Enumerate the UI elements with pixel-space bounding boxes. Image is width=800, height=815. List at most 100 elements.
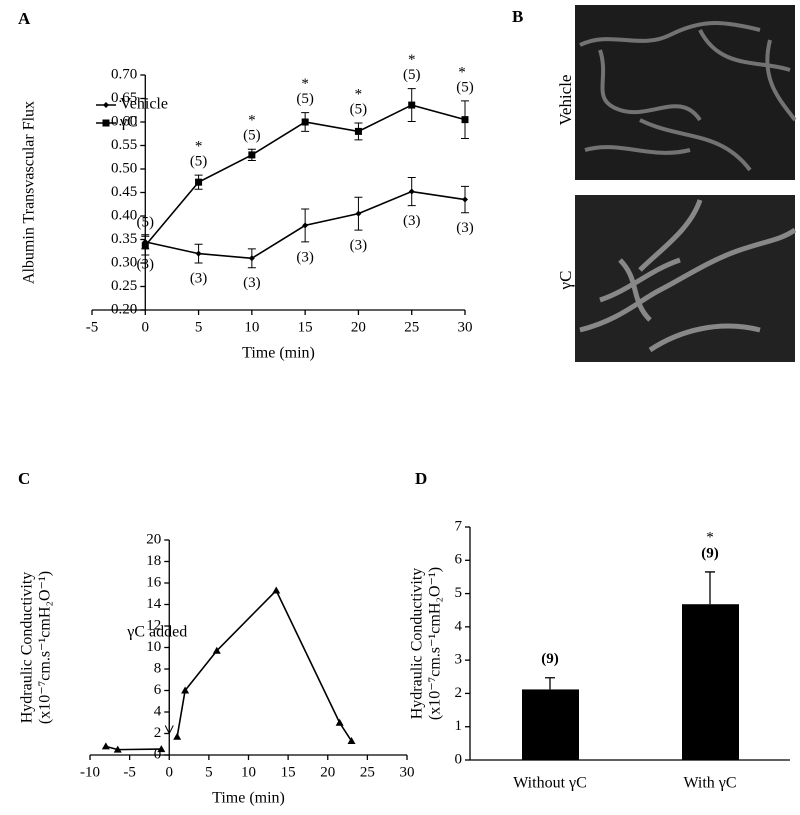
y-tick-label: 0.40	[111, 207, 137, 223]
y-tick-label: 0.30	[111, 254, 137, 270]
y-tick-label: 0.25	[111, 278, 137, 294]
error-bar	[545, 677, 555, 690]
significance: *	[195, 139, 203, 155]
marker	[157, 745, 166, 753]
x-axis-label: Time (min)	[212, 790, 285, 807]
x-tick-label: Without γC	[513, 775, 587, 792]
x-tick-label: 25	[404, 319, 419, 335]
x-tick-label: 15	[281, 764, 296, 780]
significance: *	[248, 113, 256, 129]
x-tick-label: 15	[298, 319, 313, 335]
vessels	[579, 199, 797, 353]
n-label: (3)	[350, 238, 368, 254]
marker	[173, 732, 182, 740]
marker	[195, 178, 203, 186]
n-label: (5)	[137, 215, 155, 231]
marker	[101, 742, 110, 750]
marker	[408, 188, 415, 195]
y-tick-label: 4	[154, 703, 162, 719]
y-tick-label: 0	[154, 746, 162, 762]
y-tick-label: 0.65	[111, 90, 137, 106]
panel-label: D	[415, 469, 427, 488]
marker	[113, 745, 122, 753]
n-label: (9)	[541, 651, 559, 667]
n-label: (3)	[403, 213, 421, 229]
legend-label: γC	[119, 114, 138, 131]
significance: *	[408, 52, 416, 68]
marker	[355, 210, 362, 217]
y-axis-label: (x10⁻⁷cm.s⁻¹cmH₂O⁻¹)	[37, 571, 54, 724]
x-tick-label: 20	[351, 319, 366, 335]
y-tick-label: 12	[146, 617, 161, 633]
marker	[335, 718, 344, 726]
n-label: (5)	[243, 128, 261, 144]
marker	[103, 102, 109, 108]
marker	[347, 737, 356, 745]
y-axis-label: Hydraulic Conductivity	[19, 572, 36, 724]
marker	[302, 222, 309, 229]
x-tick-label: With γC	[683, 775, 736, 792]
y-tick-label: 0.55	[111, 137, 137, 153]
y-tick-label: 1	[455, 718, 463, 734]
marker	[195, 250, 202, 257]
y-tick-label: 7	[455, 518, 463, 534]
y-tick-label: 16	[146, 574, 162, 590]
y-tick-label: 0.45	[111, 184, 137, 200]
panel-label: A	[18, 9, 31, 28]
y-axis-label: Hydraulic Conductivity	[409, 568, 426, 720]
y-tick-label: 2	[154, 725, 162, 741]
marker	[212, 646, 221, 654]
x-tick-label: 5	[195, 319, 203, 335]
significance: *	[301, 76, 309, 92]
marker	[248, 255, 255, 262]
n-label: (3)	[190, 270, 208, 286]
significance: *	[706, 529, 714, 545]
y-tick-label: 5	[455, 585, 463, 601]
x-tick-label: 0	[142, 319, 150, 335]
n-label: (5)	[350, 101, 368, 117]
n-label: (5)	[403, 67, 421, 83]
marker	[102, 119, 110, 127]
micrograph	[575, 5, 797, 362]
significance: *	[355, 86, 363, 102]
y-tick-label: 6	[455, 552, 463, 568]
x-axis-label: Time (min)	[242, 345, 315, 362]
image-label: Vehicle	[556, 75, 575, 126]
y-tick-label: 0.50	[111, 160, 137, 176]
marker	[141, 242, 149, 250]
y-tick-label: 14	[146, 596, 162, 612]
y-tick-label: 8	[154, 660, 162, 676]
annotation-arrow	[164, 645, 174, 735]
significance: *	[458, 64, 466, 80]
x-tick-label: 25	[360, 764, 375, 780]
marker	[248, 151, 256, 159]
y-tick-label: 0.60	[111, 113, 137, 129]
y-axis-label: (x10⁻⁷cm.s⁻¹cmH₂O⁻¹)	[427, 567, 444, 720]
n-label: (5)	[190, 154, 208, 170]
error-bar	[705, 571, 715, 605]
legend-label: Vehicle	[120, 96, 168, 113]
n-label: (3)	[137, 256, 155, 272]
y-tick-label: 4	[455, 618, 463, 634]
bar	[682, 604, 739, 760]
x-tick-label: 20	[320, 764, 335, 780]
panel-label: B	[512, 7, 523, 26]
image-label: γC	[556, 271, 575, 291]
annotation: γC added	[126, 624, 187, 641]
n-label: (9)	[701, 545, 719, 561]
x-tick-label: 5	[205, 764, 213, 780]
n-label: (3)	[243, 275, 261, 291]
line	[176, 589, 353, 742]
marker	[354, 127, 362, 135]
x-tick-label: 0	[166, 764, 174, 780]
y-tick-label: 10	[146, 639, 161, 655]
n-label: (3)	[456, 220, 474, 236]
x-tick-label: 30	[400, 764, 415, 780]
y-tick-label: 0	[455, 751, 463, 767]
n-label: (3)	[296, 249, 314, 265]
marker	[272, 586, 281, 594]
x-tick-label: 10	[241, 764, 256, 780]
n-label: (5)	[296, 91, 314, 107]
